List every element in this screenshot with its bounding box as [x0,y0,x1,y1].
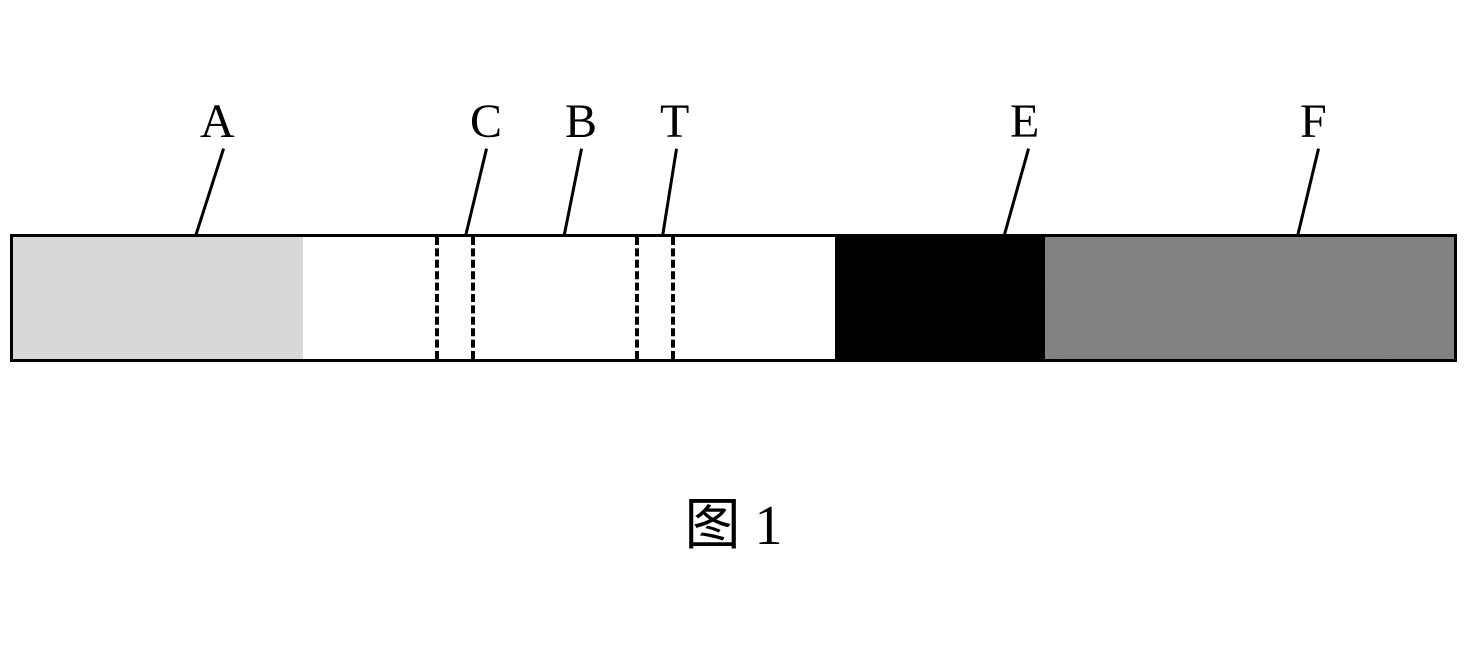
label-T: T [660,94,689,149]
label-C: C [470,94,502,149]
region-E [835,237,1045,359]
strip [10,234,1457,362]
region-C [435,237,475,359]
diagram-container: A C B T E F [10,114,1457,362]
label-B: B [565,94,597,149]
labels-row: A C B T E F [10,114,1457,234]
figure-caption: 图 1 [0,480,1467,561]
region-spacer-2 [675,237,835,359]
noise-texture [1045,237,1454,359]
label-A: A [200,94,235,149]
region-A [13,237,303,359]
region-spacer-1 [303,237,435,359]
region-F [1045,237,1454,359]
region-T [635,237,675,359]
region-B [475,237,635,359]
label-F: F [1300,94,1327,149]
label-E: E [1010,94,1039,149]
